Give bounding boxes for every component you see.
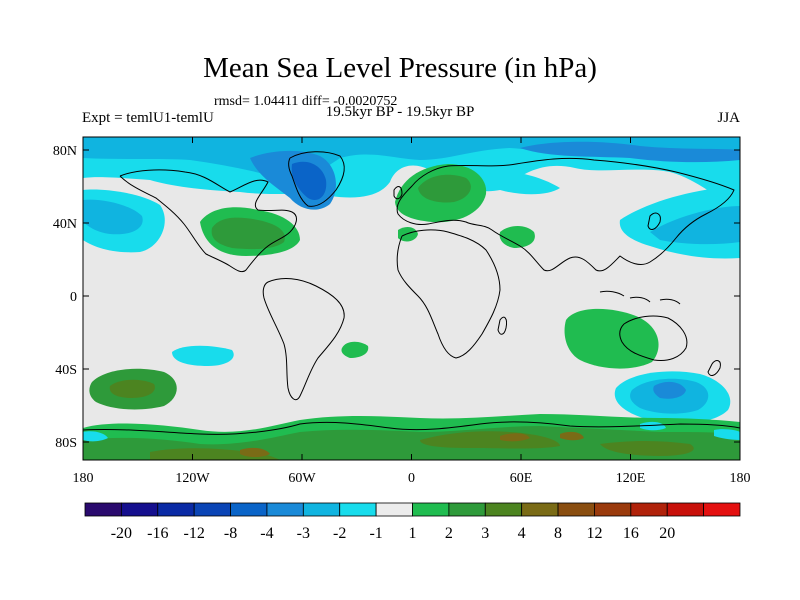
colorbar-label: 2 — [445, 525, 453, 542]
period-label: 19.5kyr BP - 19.5kyr BP — [325, 104, 475, 120]
coastline-uk — [393, 186, 403, 200]
x-tick-label: 0 — [408, 471, 415, 486]
colorbar-label: -8 — [224, 525, 237, 542]
colorbar — [84, 502, 741, 517]
y-tick-label: 40S — [55, 363, 77, 378]
antarctic-positive-core — [150, 431, 694, 460]
coastline-australia — [619, 315, 688, 361]
coastline-eurasia — [396, 157, 735, 272]
colorbar-swatch — [666, 502, 705, 517]
colorbar-swatch — [339, 502, 377, 517]
colorbar-label: -2 — [333, 525, 346, 542]
colorbar-label: 16 — [623, 525, 639, 542]
x-tick-label: 60E — [510, 471, 533, 486]
colorbar-swatch — [375, 502, 413, 517]
y-tick-label: 40N — [53, 217, 77, 232]
coastline-antarctica — [83, 421, 740, 435]
y-tick-labels: 80N 40N 0 40S 80S — [53, 144, 77, 451]
greenland-low-core — [291, 161, 327, 200]
experiment-label: Expt = temlU1-temlU — [82, 110, 214, 126]
colorbar-swatch — [448, 502, 486, 517]
colorbar-swatch — [120, 502, 159, 517]
colorbar-labels: -20 -16 -12 -8 -4 -3 -2 -1 1 2 3 4 8 12 16 20 — [111, 525, 675, 542]
colorbar-swatch — [302, 502, 341, 517]
colorbar-label: 4 — [518, 525, 526, 542]
x-tick-labels: 180 120W 60W 0 60E 120E 180 — [73, 471, 751, 486]
colorbar-swatch — [521, 502, 559, 517]
colorbar-label: -1 — [369, 525, 382, 542]
coastline-madagascar — [497, 316, 507, 335]
map-title: Mean Sea Level Pressure (in hPa) — [203, 52, 597, 84]
coastline-north-america — [119, 169, 297, 273]
coastline-greenland — [288, 151, 345, 207]
coastline-africa — [396, 229, 501, 359]
south-pacific-negative — [172, 345, 234, 366]
colorbar-swatch — [412, 502, 450, 517]
colorbar-swatch — [266, 502, 304, 517]
siberia-low — [520, 141, 740, 163]
colorbar-swatch — [630, 502, 668, 517]
colorbar-label: -3 — [297, 525, 310, 542]
north-america-high-core — [211, 217, 285, 250]
pressure-field — [83, 137, 740, 460]
coastline-indonesia — [599, 290, 681, 305]
colorbar-label: 20 — [659, 525, 675, 542]
colorbar-label: -16 — [147, 525, 168, 542]
europe-high-core — [418, 174, 471, 203]
x-tick-label: 180 — [730, 471, 751, 486]
south-pacific-high-core — [109, 379, 155, 398]
colorbar-swatch — [84, 502, 122, 517]
colorbar-label: -12 — [184, 525, 205, 542]
colorbar-label: -4 — [260, 525, 273, 542]
colorbar-swatch — [193, 502, 231, 517]
mediterranean-high — [398, 226, 418, 242]
north-atlantic-negative — [488, 171, 560, 195]
colorbar-swatch — [484, 502, 523, 517]
coastlines — [83, 151, 740, 435]
north-pacific-west-core — [650, 206, 740, 245]
colorbar-label: 3 — [481, 525, 489, 542]
colorbar-swatch — [557, 502, 595, 517]
arabia-high — [499, 226, 535, 248]
x-tick-marks — [82, 137, 741, 460]
coastline-south-america — [262, 278, 345, 401]
y-tick-label: 0 — [70, 290, 77, 305]
y-tick-marks — [83, 149, 740, 443]
colorbar-swatch — [594, 502, 632, 517]
x-tick-label: 120E — [616, 471, 646, 486]
colorbar-label: 1 — [409, 525, 417, 542]
x-tick-label: 180 — [73, 471, 94, 486]
x-tick-label: 120W — [175, 471, 210, 486]
colorbar-swatch — [157, 502, 195, 517]
coastline-new-zealand — [707, 360, 721, 376]
colorbar-swatch — [703, 502, 741, 517]
coastline-japan — [647, 212, 661, 230]
colorbar-label: 12 — [586, 525, 602, 542]
colorbar-label: -20 — [111, 525, 132, 542]
north-pacific-east-core — [83, 199, 143, 235]
colorbar-swatch — [230, 502, 268, 517]
season-label: JJA — [717, 110, 740, 126]
stats-text: rmsd= 1.04411 diff= -0.0020752 — [214, 94, 398, 109]
colorbar-label: 8 — [554, 525, 562, 542]
y-tick-label: 80S — [55, 436, 77, 451]
south-ocean-negative-deep — [653, 381, 686, 399]
y-tick-label: 80N — [53, 144, 77, 159]
x-tick-label: 60W — [288, 471, 316, 486]
south-atlantic-high — [341, 341, 369, 358]
